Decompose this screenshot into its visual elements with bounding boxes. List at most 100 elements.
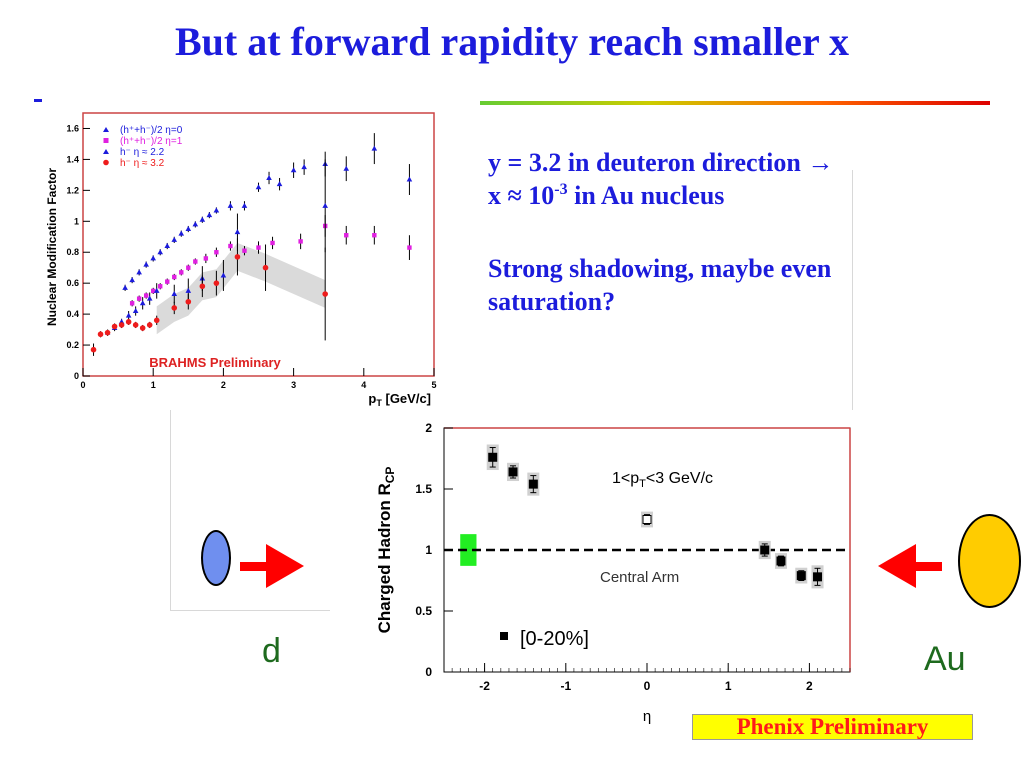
data-point bbox=[185, 226, 192, 232]
data-point bbox=[153, 317, 160, 324]
data-point bbox=[322, 291, 328, 297]
data-point bbox=[179, 270, 184, 275]
legend-label: [0-20%] bbox=[520, 628, 589, 650]
data-point bbox=[143, 293, 149, 298]
data-point bbox=[125, 319, 132, 325]
phenix-chart: 0 0.5 1 1.5 2 -2 -1 0 1 2 Charged Hadron RCP η 1<… bbox=[375, 421, 851, 725]
data-point bbox=[256, 245, 261, 250]
data-point bbox=[213, 207, 220, 213]
uncertainty-band bbox=[156, 242, 326, 335]
data-point bbox=[136, 296, 142, 301]
data-point bbox=[172, 274, 177, 280]
data-point bbox=[227, 202, 234, 208]
x-tick-label: 2 bbox=[806, 679, 813, 693]
data-point bbox=[186, 265, 191, 270]
data-point bbox=[143, 261, 149, 267]
data-point bbox=[760, 545, 770, 555]
text-line-2: x ≈ 10-3 in Au nucleus bbox=[488, 181, 725, 210]
text-line-1: y = 3.2 in deuteron direction → bbox=[488, 148, 834, 177]
data-point bbox=[322, 202, 328, 208]
y-tick-label: 1 bbox=[425, 543, 432, 557]
data-point bbox=[164, 243, 171, 249]
x-tick-label: 1 bbox=[151, 380, 156, 390]
data-point bbox=[129, 277, 135, 283]
slide-title: But at forward rapidity reach smaller x bbox=[174, 19, 849, 64]
legend-entry: h⁻ η ≈ 2.2 bbox=[120, 147, 165, 158]
data-point bbox=[151, 288, 156, 294]
data-point bbox=[508, 467, 518, 477]
y-tick-label: 0.4 bbox=[66, 309, 79, 319]
x-axis-label: η bbox=[643, 708, 651, 725]
x-tick-label: -1 bbox=[560, 679, 571, 693]
deuteron-ellipse bbox=[201, 530, 231, 586]
data-point bbox=[371, 145, 378, 151]
legend-marker bbox=[103, 149, 109, 154]
data-point bbox=[234, 254, 241, 260]
x-tick-label: 5 bbox=[431, 380, 436, 390]
data-point bbox=[122, 284, 128, 290]
data-point bbox=[528, 479, 538, 489]
data-point bbox=[213, 280, 220, 286]
y-tick-label: 0.2 bbox=[66, 340, 79, 350]
y-tick-label: 0.8 bbox=[66, 247, 79, 257]
reference-label: Central Arm bbox=[600, 569, 679, 586]
y-tick-label: 0.5 bbox=[415, 604, 432, 618]
y-tick-label: 1 bbox=[74, 216, 79, 226]
data-point bbox=[171, 305, 178, 311]
data-point bbox=[193, 259, 198, 264]
title-dash bbox=[34, 99, 42, 102]
data-point bbox=[104, 329, 111, 336]
data-point bbox=[276, 181, 283, 187]
legend-marker bbox=[103, 159, 109, 166]
pt-range-annotation: 1<pT<3 GeV/c bbox=[612, 470, 713, 490]
data-point bbox=[255, 184, 262, 190]
divider-line bbox=[170, 410, 171, 610]
data-point bbox=[813, 572, 823, 582]
data-point bbox=[150, 255, 156, 261]
data-point bbox=[199, 283, 206, 290]
y-tick-label: 1.2 bbox=[66, 185, 79, 195]
data-point bbox=[406, 176, 413, 182]
data-point bbox=[158, 284, 163, 289]
data-point bbox=[796, 571, 806, 581]
normalization-band bbox=[460, 534, 477, 566]
data-point bbox=[344, 233, 349, 238]
legend-entry: (h⁺+h⁻)/2 η=1 bbox=[120, 136, 183, 147]
plot-frame bbox=[82, 112, 435, 377]
data-point-open bbox=[642, 515, 652, 524]
x-tick-label: 1 bbox=[725, 679, 732, 693]
x-tick-label: -2 bbox=[479, 679, 490, 693]
chart-annotation: BRAHMS Preliminary bbox=[149, 355, 281, 370]
data-point bbox=[262, 264, 269, 271]
y-tick-label: 1.6 bbox=[66, 123, 79, 133]
data-point bbox=[171, 236, 178, 242]
divider-line bbox=[852, 170, 853, 410]
data-point bbox=[290, 167, 297, 173]
legend-marker bbox=[500, 632, 508, 640]
x-tick-label: 3 bbox=[291, 380, 296, 390]
data-point bbox=[241, 202, 248, 208]
text-line-3: Strong shadowing, maybe even bbox=[488, 254, 832, 283]
data-point bbox=[301, 164, 307, 170]
data-point bbox=[270, 240, 275, 246]
y-tick-label: 1.4 bbox=[66, 154, 79, 164]
data-point bbox=[171, 291, 178, 297]
data-point bbox=[266, 174, 272, 180]
data-point bbox=[203, 256, 209, 261]
data-point bbox=[165, 279, 170, 284]
x-axis-label: pT [GeV/c] bbox=[368, 391, 431, 408]
data-point bbox=[776, 556, 786, 566]
data-point bbox=[139, 325, 146, 331]
phenix-preliminary-label: Phenix Preliminary bbox=[692, 714, 973, 740]
legend-marker bbox=[103, 127, 109, 132]
x-tick-label: 0 bbox=[80, 380, 85, 390]
x-tick-label: 4 bbox=[361, 380, 366, 390]
data-point bbox=[185, 287, 192, 293]
data-point bbox=[185, 298, 192, 305]
arrow-right-icon bbox=[240, 544, 304, 588]
legend-marker bbox=[103, 138, 109, 143]
y-tick-label: 2 bbox=[425, 421, 432, 435]
data-point bbox=[220, 272, 227, 278]
data-point bbox=[298, 239, 303, 244]
data-point bbox=[192, 221, 199, 227]
